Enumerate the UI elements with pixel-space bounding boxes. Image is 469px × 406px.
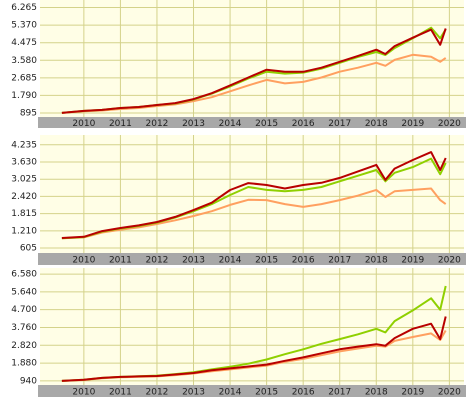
x-tick-label: 2020 <box>438 256 461 266</box>
x-tick-label: 2013 <box>182 256 205 266</box>
x-tick-label: 2014 <box>219 119 242 129</box>
x-tick-label: 2018 <box>365 119 388 129</box>
y-tick-label: 3.580 <box>11 56 37 66</box>
y-tick-label: 1.880 <box>11 359 37 369</box>
y-tick-label: 6.265 <box>11 3 37 13</box>
series-line <box>61 187 447 240</box>
x-axis-band <box>38 117 466 128</box>
x-axis-band <box>38 385 466 397</box>
y-tick-label: 4.475 <box>11 38 37 48</box>
y-tick-label: 2.420 <box>11 192 37 202</box>
x-axis-band <box>38 253 466 265</box>
series-line <box>61 28 447 114</box>
y-tick-label: 5.370 <box>11 21 37 31</box>
y-tick-label: 3.630 <box>11 158 37 168</box>
y-tick-label: 1.815 <box>11 209 37 219</box>
y-tick-label: 5.640 <box>11 287 37 297</box>
x-tick-label: 2019 <box>401 388 424 398</box>
x-tick-label: 2015 <box>255 119 278 129</box>
x-tick-label: 2017 <box>328 388 351 398</box>
x-tick-label: 2010 <box>72 119 95 129</box>
y-tick-label: 1.210 <box>11 226 37 236</box>
series-line <box>61 151 447 239</box>
y-tick-label: 605 <box>20 244 37 254</box>
x-tick-label: 2017 <box>328 119 351 129</box>
x-tick-label: 2012 <box>146 256 169 266</box>
y-tick-label: 895 <box>20 108 37 118</box>
y-tick-label: 4.235 <box>11 140 37 150</box>
x-tick-label: 2018 <box>365 388 388 398</box>
x-tick-label: 2010 <box>72 256 95 266</box>
plot-area <box>40 0 464 117</box>
x-tick-label: 2019 <box>401 119 424 129</box>
x-tick-label: 2013 <box>182 119 205 129</box>
y-tick-label: 1.790 <box>11 91 37 101</box>
x-tick-label: 2014 <box>219 388 242 398</box>
x-tick-label: 2017 <box>328 256 351 266</box>
x-tick-label: 2020 <box>438 119 461 129</box>
x-tick-label: 2016 <box>292 119 315 129</box>
y-tick-label: 940 <box>20 376 37 386</box>
x-tick-label: 2015 <box>255 388 278 398</box>
x-tick-label: 2010 <box>72 388 95 398</box>
x-tick-label: 2011 <box>109 388 132 398</box>
x-tick-label: 2019 <box>401 256 424 266</box>
y-tick-label: 2.685 <box>11 73 37 83</box>
y-tick-label: 3.760 <box>11 323 37 333</box>
x-tick-label: 2011 <box>109 256 132 266</box>
x-tick-label: 2012 <box>146 388 169 398</box>
x-tick-label: 2014 <box>219 256 242 266</box>
x-tick-label: 2020 <box>438 388 461 398</box>
plot-area <box>40 135 464 253</box>
x-tick-label: 2016 <box>292 256 315 266</box>
x-tick-label: 2018 <box>365 256 388 266</box>
x-tick-label: 2015 <box>255 256 278 266</box>
y-tick-label: 6.580 <box>11 270 37 280</box>
y-tick-label: 4.700 <box>11 305 37 315</box>
x-tick-label: 2016 <box>292 388 315 398</box>
series-line <box>61 316 447 382</box>
y-tick-label: 3.025 <box>11 175 37 185</box>
y-tick-label: 2.820 <box>11 341 37 351</box>
x-tick-label: 2012 <box>146 119 169 129</box>
x-tick-label: 2011 <box>109 119 132 129</box>
x-tick-label: 2013 <box>182 388 205 398</box>
